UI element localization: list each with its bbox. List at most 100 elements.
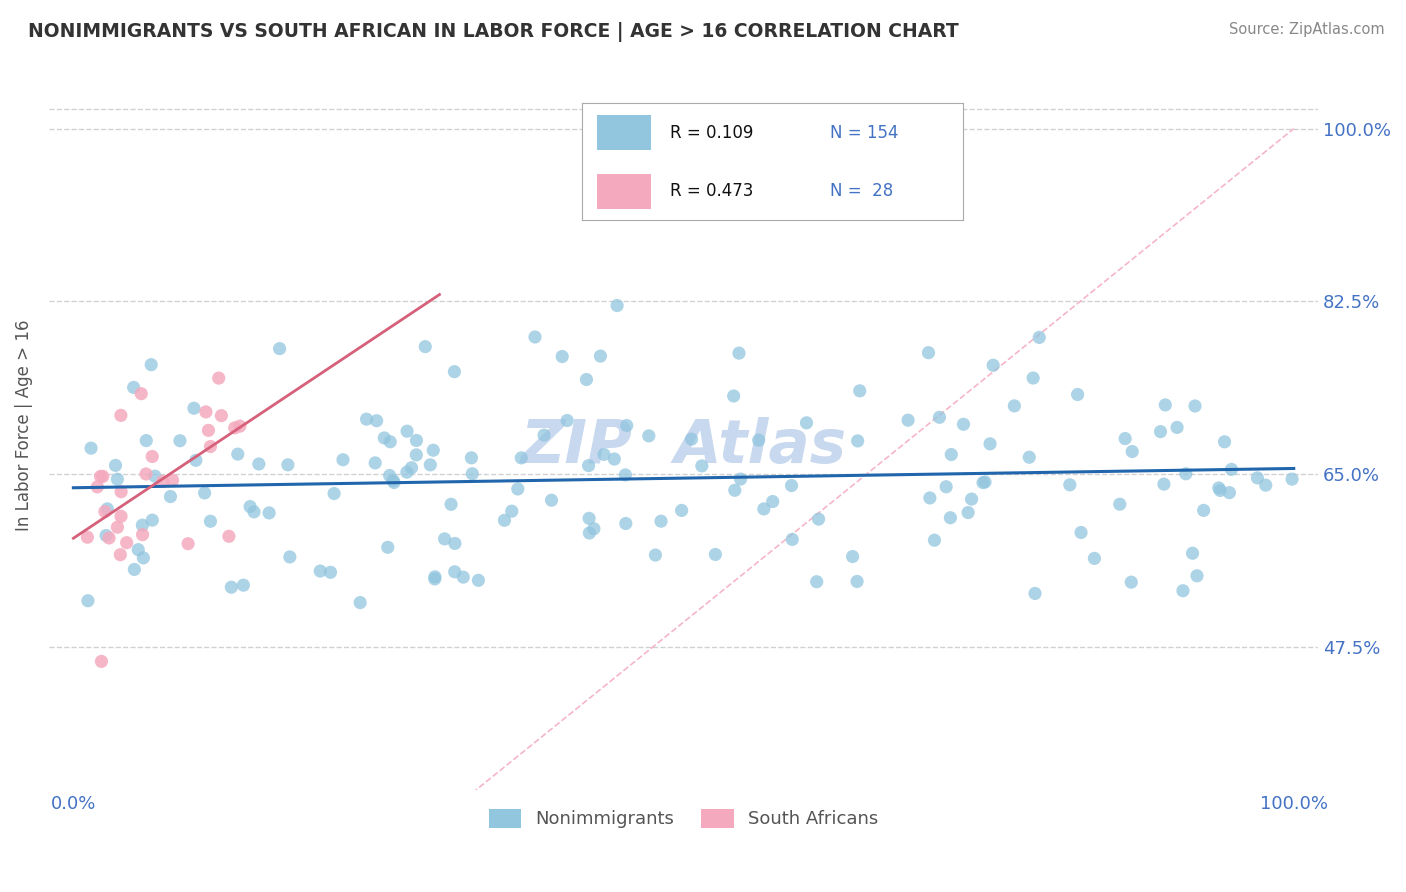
Point: [806, 574, 828, 589]
Point: [650, 514, 672, 528]
Point: [91, 469, 114, 483]
Point: [110, 409, 132, 423]
Point: [972, 475, 994, 490]
Point: [928, 410, 950, 425]
Point: [366, 414, 388, 428]
Point: [135, 434, 157, 448]
Point: [122, 380, 145, 394]
Point: [443, 365, 465, 379]
Point: [724, 483, 747, 498]
Point: [200, 514, 222, 528]
Point: [551, 350, 574, 364]
Point: [748, 433, 770, 447]
Point: [614, 467, 637, 482]
Point: [941, 448, 963, 462]
Point: [159, 490, 181, 504]
Point: [501, 504, 523, 518]
Point: [917, 345, 939, 359]
Point: [1181, 546, 1204, 560]
Point: [1022, 371, 1045, 385]
Point: [319, 566, 342, 580]
Point: [209, 409, 232, 423]
Point: [780, 533, 803, 547]
Point: [405, 434, 427, 448]
Point: [401, 460, 423, 475]
Point: [349, 596, 371, 610]
Point: [637, 429, 659, 443]
Point: [957, 506, 980, 520]
Point: [589, 349, 612, 363]
Point: [232, 578, 254, 592]
Point: [606, 299, 628, 313]
Point: [935, 480, 957, 494]
Point: [184, 453, 207, 467]
Point: [578, 526, 600, 541]
Point: [1002, 399, 1025, 413]
Point: [177, 537, 200, 551]
Point: [578, 458, 600, 473]
Point: [1121, 444, 1143, 458]
Point: [981, 358, 1004, 372]
Point: [451, 570, 474, 584]
Point: [80, 441, 103, 455]
Point: [278, 549, 301, 564]
Point: [229, 419, 252, 434]
Point: [440, 497, 463, 511]
Point: [364, 456, 387, 470]
Point: [373, 431, 395, 445]
Point: [644, 548, 666, 562]
Point: [110, 548, 132, 562]
Point: [162, 473, 184, 487]
Point: [603, 452, 626, 467]
Point: [704, 548, 727, 562]
Y-axis label: In Labor Force | Age > 16: In Labor Force | Age > 16: [15, 319, 32, 531]
Point: [197, 423, 219, 437]
Point: [131, 518, 153, 533]
Point: [616, 418, 638, 433]
Point: [110, 484, 132, 499]
Point: [918, 491, 941, 505]
Point: [218, 529, 240, 543]
Point: [124, 562, 146, 576]
Point: [939, 510, 962, 524]
Point: [356, 412, 378, 426]
Point: [578, 511, 600, 525]
Point: [952, 417, 974, 432]
Point: [924, 533, 946, 548]
Point: [98, 531, 121, 545]
Point: [848, 384, 870, 398]
Point: [728, 346, 751, 360]
Point: [575, 372, 598, 386]
Point: [1166, 420, 1188, 434]
Point: [510, 450, 533, 465]
Point: [690, 458, 713, 473]
Point: [77, 593, 100, 607]
Point: [681, 432, 703, 446]
Point: [419, 458, 441, 472]
Point: [380, 434, 402, 449]
Point: [467, 574, 489, 588]
Point: [443, 565, 465, 579]
Point: [200, 440, 222, 454]
Point: [143, 469, 166, 483]
Point: [239, 500, 262, 514]
Point: [1220, 462, 1243, 476]
Point: [1254, 478, 1277, 492]
Point: [76, 530, 98, 544]
Point: [115, 535, 138, 549]
Point: [423, 572, 446, 586]
Text: Source: ZipAtlas.com: Source: ZipAtlas.com: [1229, 22, 1385, 37]
Point: [1108, 497, 1130, 511]
Point: [94, 505, 117, 519]
Point: [107, 520, 129, 534]
Point: [105, 472, 128, 486]
Point: [1059, 477, 1081, 491]
Point: [129, 386, 152, 401]
Point: [1192, 503, 1215, 517]
Point: [104, 458, 127, 473]
Point: [257, 506, 280, 520]
Point: [110, 509, 132, 524]
Point: [1184, 399, 1206, 413]
Point: [131, 527, 153, 541]
Point: [1171, 583, 1194, 598]
